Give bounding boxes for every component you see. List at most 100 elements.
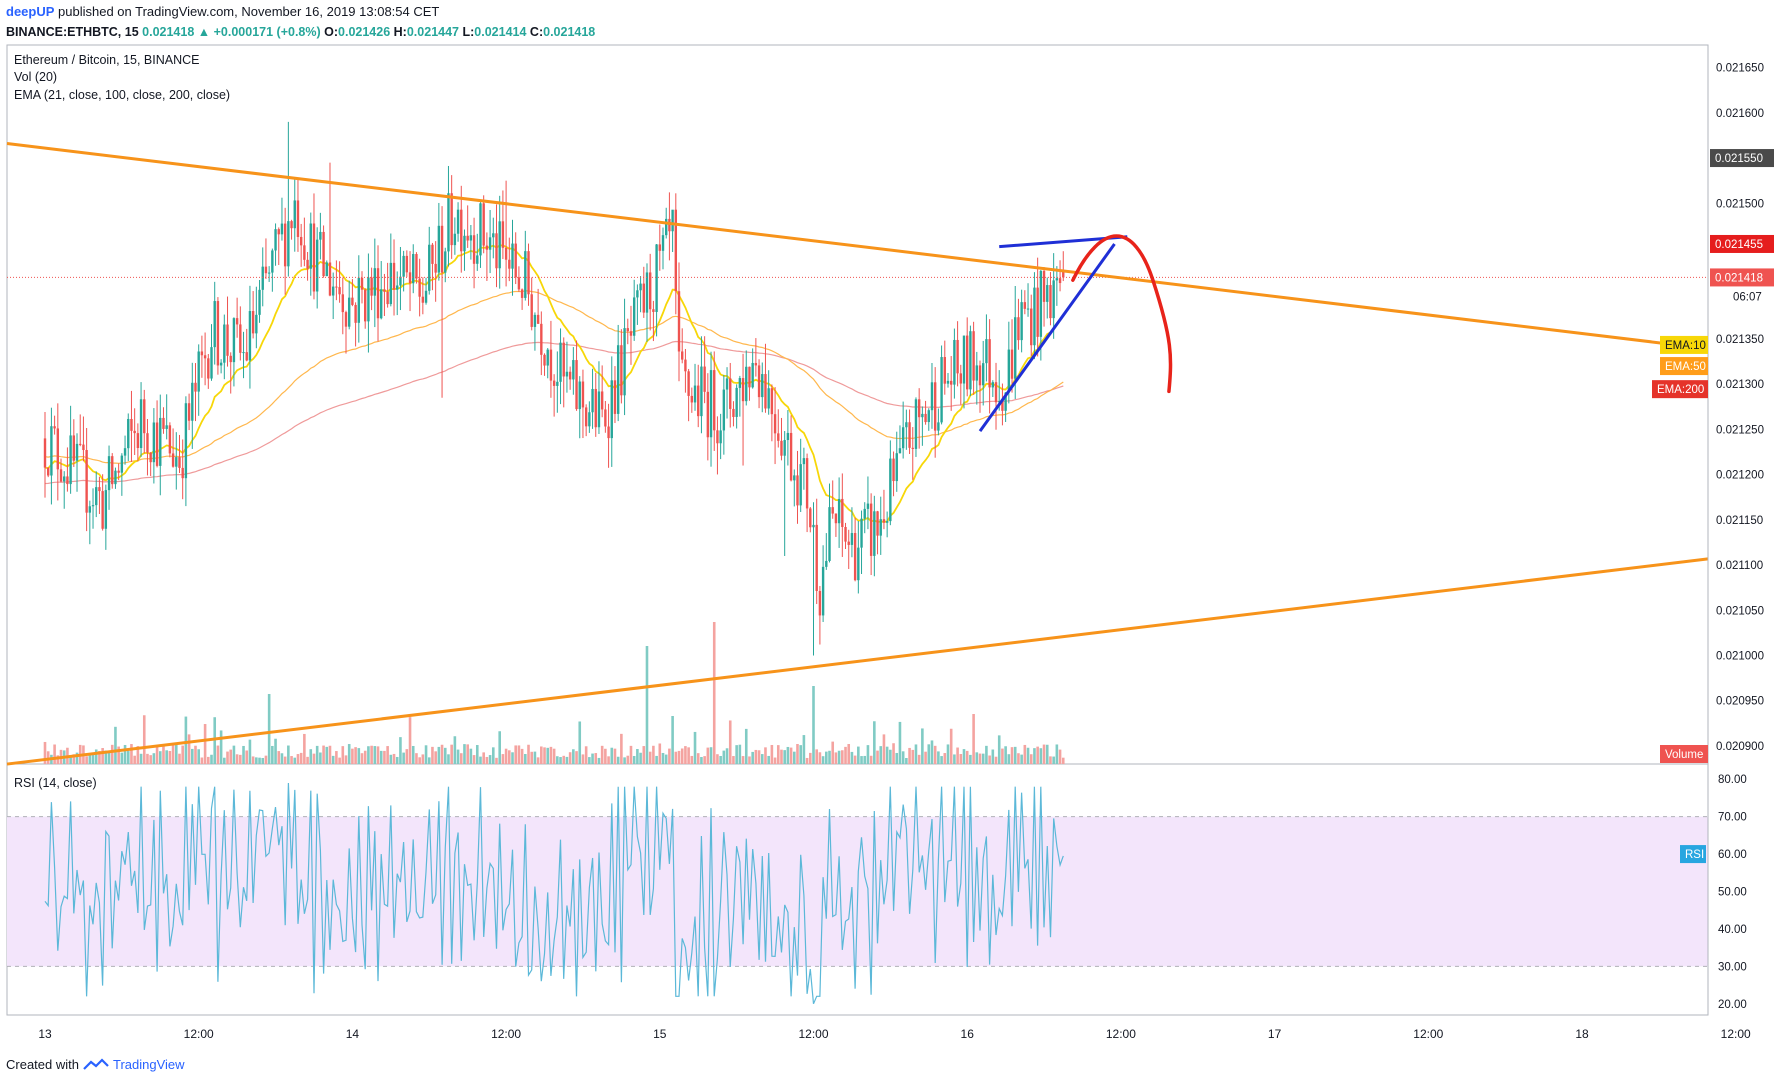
badge-ema50: EMA:50 <box>1660 357 1708 376</box>
volume-bar <box>239 754 242 764</box>
volume-bar <box>668 748 671 764</box>
volume-bar <box>613 748 617 764</box>
volume-bar <box>1061 757 1065 764</box>
chart-header: deepUP published on TradingView.com, Nov… <box>6 2 595 42</box>
candle-body <box>1020 302 1023 341</box>
candle-body <box>850 533 854 545</box>
candle-body <box>895 453 898 482</box>
drawings[interactable] <box>6 142 1709 766</box>
candle-body <box>357 277 361 323</box>
time-tick-label: 17 <box>1268 1027 1282 1041</box>
volume-bar <box>927 744 931 764</box>
candle-body <box>697 385 700 417</box>
candle-body <box>139 399 143 449</box>
volume-bar <box>1023 744 1027 764</box>
candle-body <box>972 331 975 381</box>
candle-body <box>1058 278 1062 284</box>
candle-body <box>540 323 543 355</box>
volume-bar <box>287 745 290 764</box>
volume-bar <box>309 749 313 764</box>
volume-bar <box>344 755 348 764</box>
candle-body <box>98 487 101 492</box>
volume-bar <box>981 753 985 764</box>
volume-bar <box>303 733 306 764</box>
close-value: 0.021418 <box>543 25 596 39</box>
open-label: O: <box>324 25 339 39</box>
volume-bar <box>136 746 140 764</box>
candle-body <box>367 277 370 322</box>
candle-body <box>120 455 124 473</box>
volume-bar <box>1052 756 1055 764</box>
candle-body <box>837 498 841 524</box>
badge-close-bg <box>1710 268 1774 287</box>
candle-body <box>812 524 815 528</box>
candle-body <box>584 407 588 427</box>
badge-ema10: EMA:10 <box>1660 335 1708 354</box>
volume-bar <box>322 745 325 764</box>
candle-body <box>299 236 303 246</box>
tradingview-brand[interactable]: TradingView <box>112 1057 185 1072</box>
candle-body <box>197 351 200 392</box>
volume-bar <box>780 749 783 764</box>
candle-body <box>223 324 226 363</box>
volume-bar <box>216 745 220 764</box>
volume-bar <box>110 744 114 764</box>
volume-bar <box>277 751 281 764</box>
time-tick-label: 12:00 <box>491 1027 521 1041</box>
candle-body <box>681 351 684 360</box>
author-name[interactable]: deepUP <box>6 4 55 19</box>
candle-body <box>347 297 351 327</box>
candle-body <box>994 382 998 403</box>
volume-bar <box>376 746 380 764</box>
candle-body <box>149 452 152 463</box>
volume-bar <box>107 752 111 764</box>
volume-bar <box>565 756 569 764</box>
candle-body <box>831 507 834 514</box>
volume-bar <box>680 748 684 764</box>
candle-body <box>1049 285 1052 319</box>
candle-body <box>892 458 895 482</box>
volume-bar <box>773 757 777 764</box>
candle-body <box>665 218 668 236</box>
candle-body <box>232 318 236 363</box>
candle-body <box>818 590 822 616</box>
volume-bar <box>937 751 940 764</box>
candle-body <box>597 391 601 428</box>
candle-body <box>1062 270 1065 278</box>
volume-bar <box>629 745 633 764</box>
volume-bar <box>616 756 620 764</box>
volume-bar <box>447 754 450 764</box>
badge-countdown-text: 06:07 <box>1733 291 1762 303</box>
candle-body <box>245 352 248 361</box>
volume-bar <box>251 756 255 764</box>
candle-body <box>107 456 111 491</box>
candle-body <box>421 296 425 303</box>
volume-bar <box>776 745 780 764</box>
candle-body <box>56 428 60 470</box>
volume-bar <box>860 756 863 764</box>
candle-body <box>472 235 476 264</box>
volume-bar <box>165 750 168 764</box>
volume-bar <box>588 757 591 764</box>
badge-ema10-text: EMA:10 <box>1665 340 1706 352</box>
volume-bar <box>751 751 754 764</box>
volume-bar <box>1055 744 1059 764</box>
candle-body <box>575 360 578 410</box>
candle-body <box>469 235 473 241</box>
volume-bar <box>386 746 389 764</box>
candle-body <box>203 355 207 359</box>
candle-body <box>498 221 501 269</box>
candle-body <box>975 365 979 381</box>
volume-bar <box>418 757 421 764</box>
candle-body <box>447 193 450 252</box>
candle-body <box>59 469 63 482</box>
candle-body <box>527 251 530 295</box>
volume-bar <box>440 744 444 764</box>
candle-body <box>213 301 216 348</box>
candle-body <box>386 291 389 305</box>
volume-bar <box>844 746 847 764</box>
candle-body <box>1001 401 1004 411</box>
candle-body <box>1036 287 1039 337</box>
candle-body <box>764 374 767 409</box>
